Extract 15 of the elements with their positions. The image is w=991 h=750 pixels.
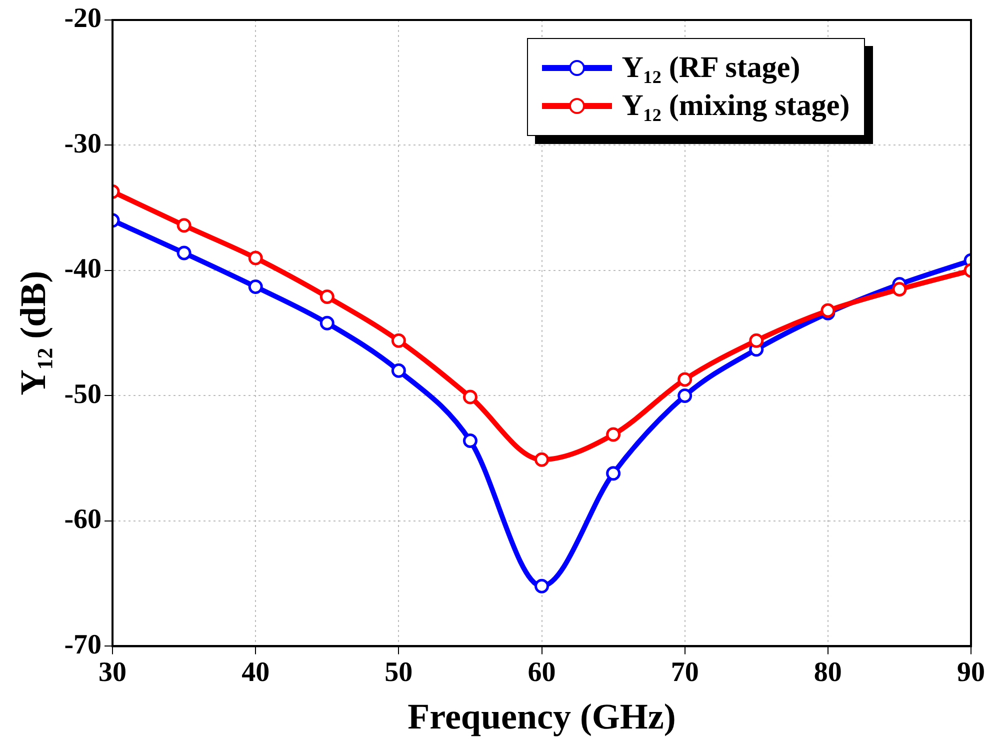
x-tick-label: 60 bbox=[528, 657, 556, 688]
y-tick-label: -40 bbox=[64, 254, 102, 285]
x-tick-label: 80 bbox=[814, 657, 842, 688]
legend-label: Y₁₂ (RF stage) bbox=[622, 51, 800, 85]
y-tick-label: -50 bbox=[64, 378, 102, 410]
x-tick-label: 40 bbox=[242, 657, 270, 688]
y-tick-label: -30 bbox=[64, 128, 102, 160]
x-tick-label: 90 bbox=[957, 657, 985, 688]
y-tick-label: -20 bbox=[64, 3, 102, 34]
x-axis-title: Frequency (GHz) bbox=[408, 696, 676, 737]
y-tick-label: -60 bbox=[64, 504, 102, 536]
x-tick-label: 50 bbox=[384, 657, 413, 688]
x-tick-label: 70 bbox=[670, 657, 699, 688]
legend-label: Y₁₂ (mixing stage) bbox=[622, 89, 850, 123]
y-axis-title: Y₁₂ (dB) bbox=[12, 270, 53, 396]
